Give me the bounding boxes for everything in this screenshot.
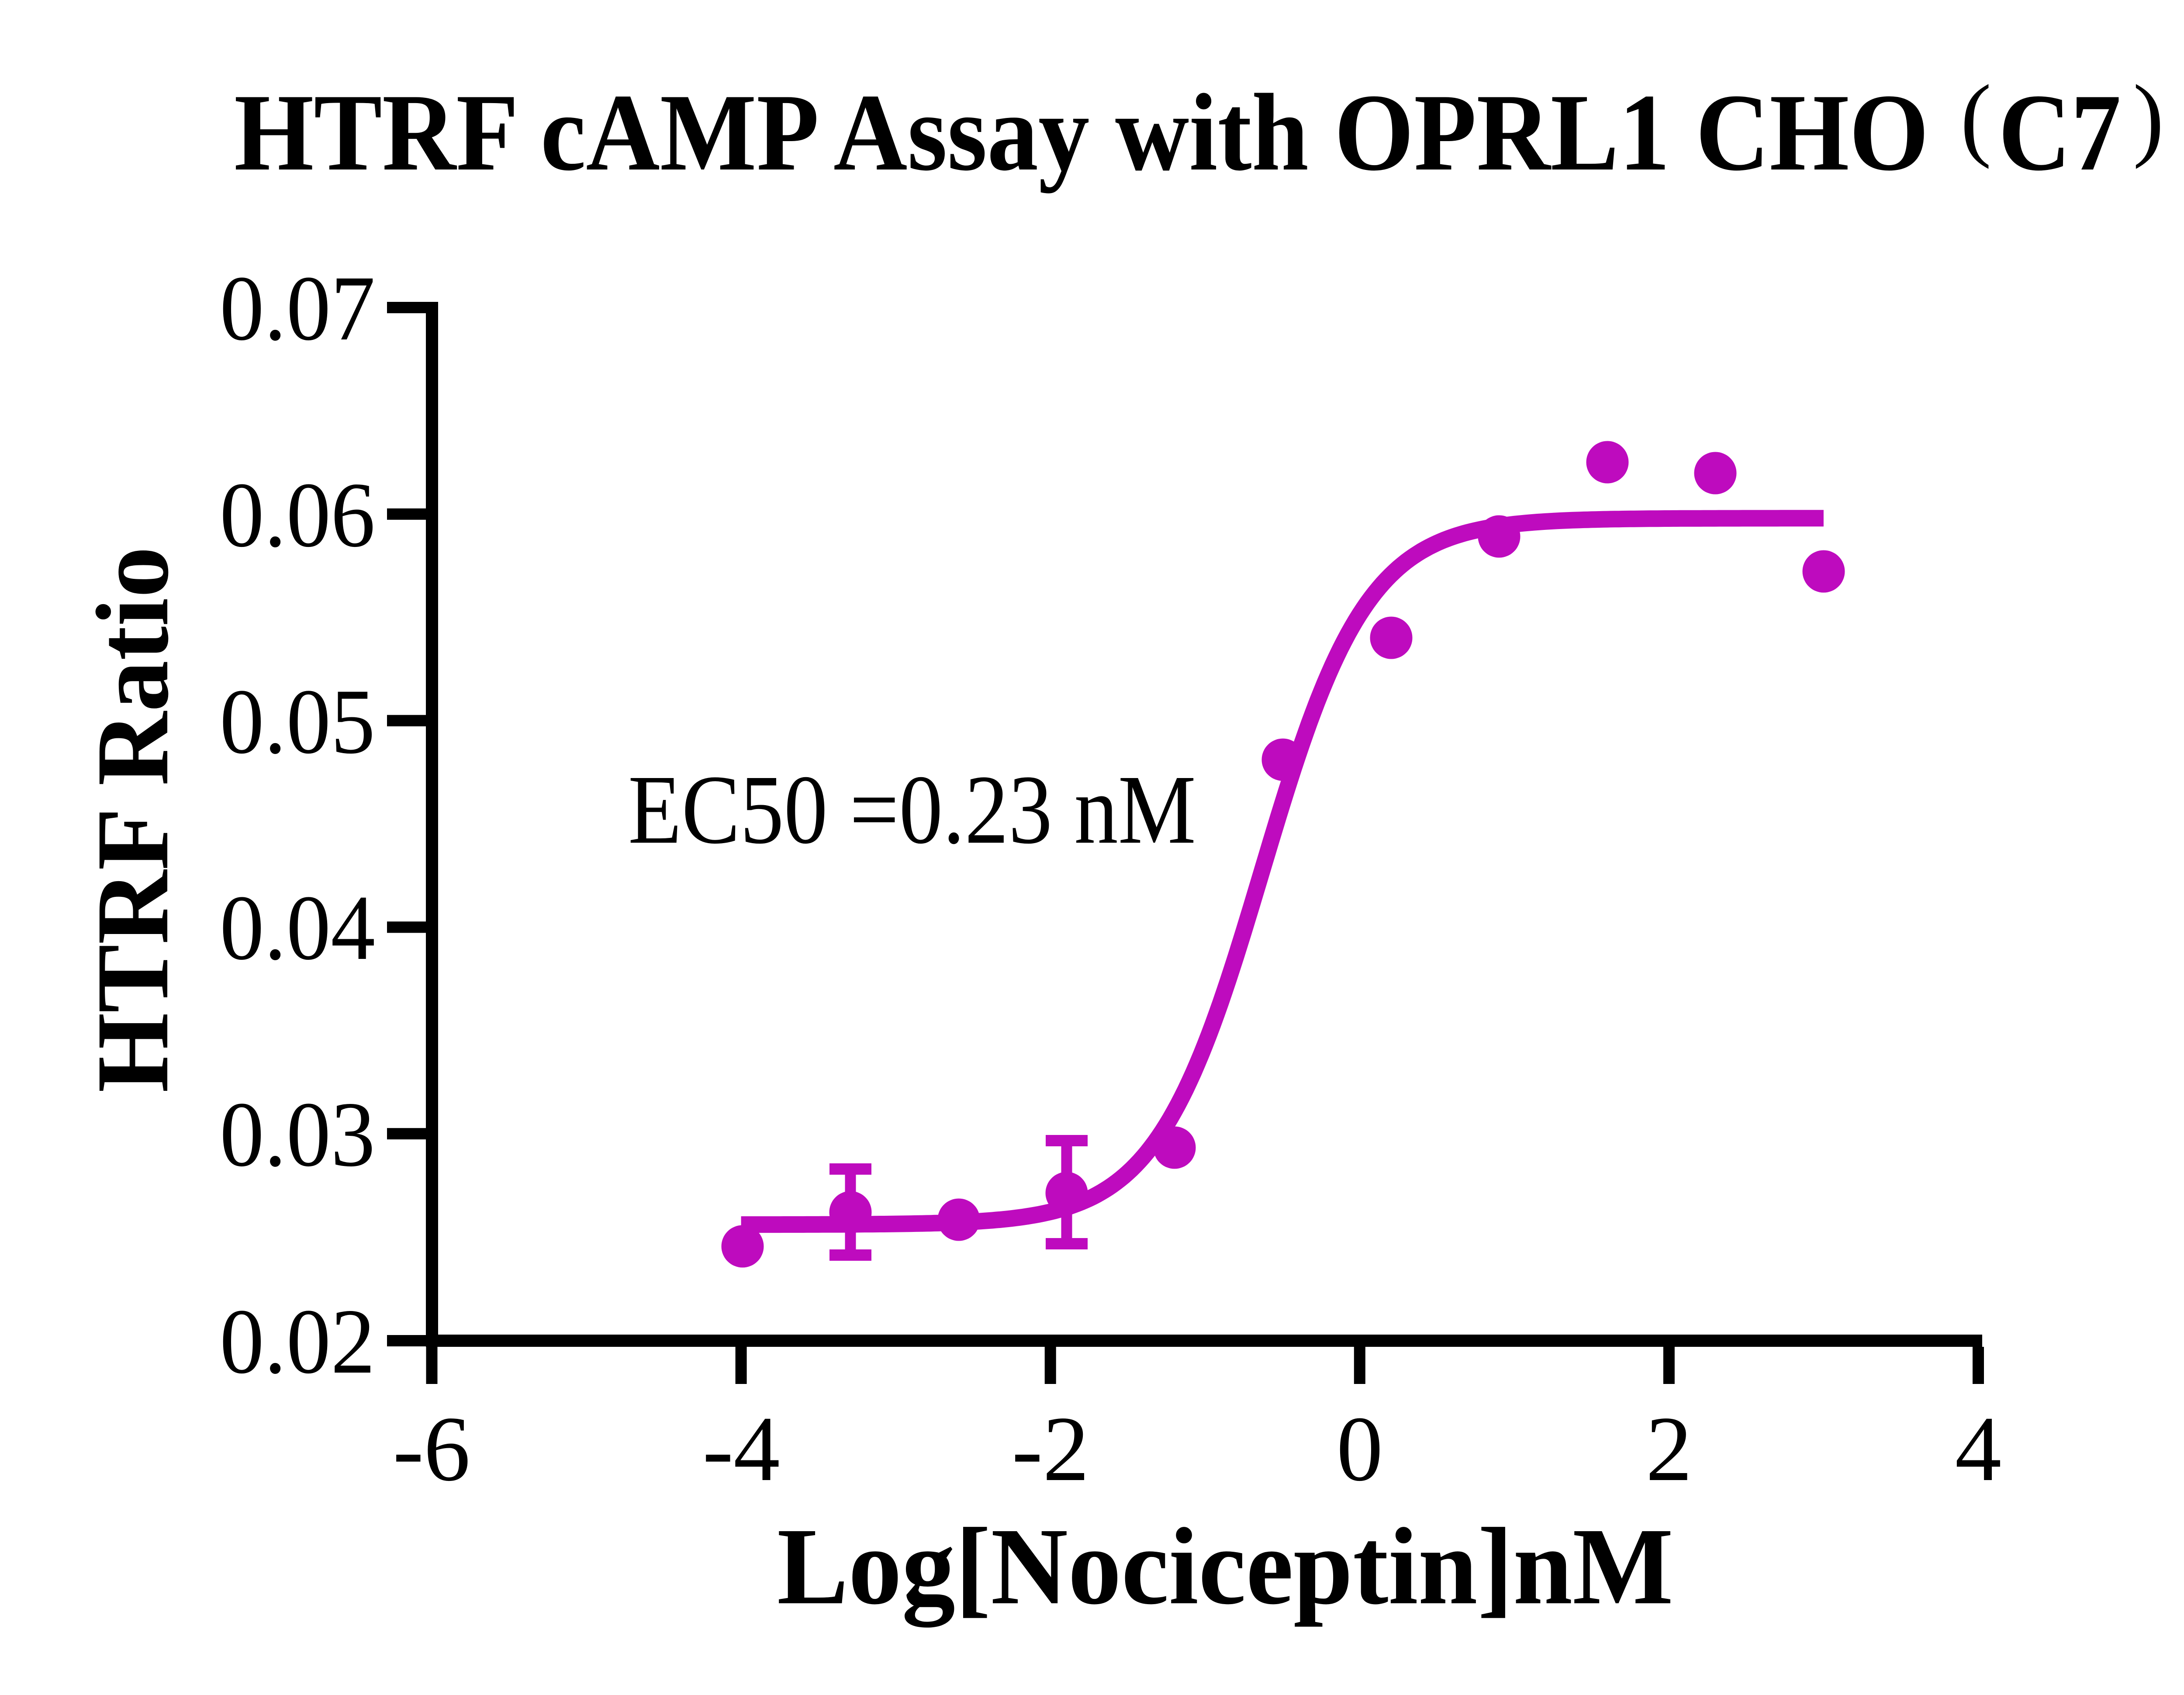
svg-text:HTRF Ratio: HTRF Ratio bbox=[76, 547, 190, 1093]
svg-text:-6: -6 bbox=[393, 1398, 470, 1501]
svg-text:HTRF cAMP Assay with OPRL1 CHO: HTRF cAMP Assay with OPRL1 CHO bbox=[234, 71, 1929, 194]
svg-text:0.04: 0.04 bbox=[220, 876, 375, 979]
svg-text:C7: C7 bbox=[1998, 71, 2121, 194]
svg-text:EC50 =0.23 nM: EC50 =0.23 nM bbox=[628, 755, 1196, 864]
svg-text:): ) bbox=[2133, 66, 2164, 170]
svg-text:0.03: 0.03 bbox=[220, 1083, 375, 1186]
svg-text:0: 0 bbox=[1337, 1398, 1383, 1501]
svg-text:-2: -2 bbox=[1012, 1398, 1089, 1501]
svg-text:4: 4 bbox=[1955, 1398, 2002, 1501]
svg-text:0.02: 0.02 bbox=[220, 1290, 375, 1393]
svg-text:0.05: 0.05 bbox=[220, 670, 375, 773]
svg-text:0.06: 0.06 bbox=[220, 464, 375, 567]
svg-text:2: 2 bbox=[1646, 1398, 1693, 1501]
svg-text:0.07: 0.07 bbox=[220, 257, 375, 360]
svg-text:Log[Nociceptin]nM: Log[Nociceptin]nM bbox=[777, 1505, 1673, 1628]
svg-text:(: ( bbox=[1960, 66, 1991, 170]
svg-text:-4: -4 bbox=[702, 1398, 780, 1501]
